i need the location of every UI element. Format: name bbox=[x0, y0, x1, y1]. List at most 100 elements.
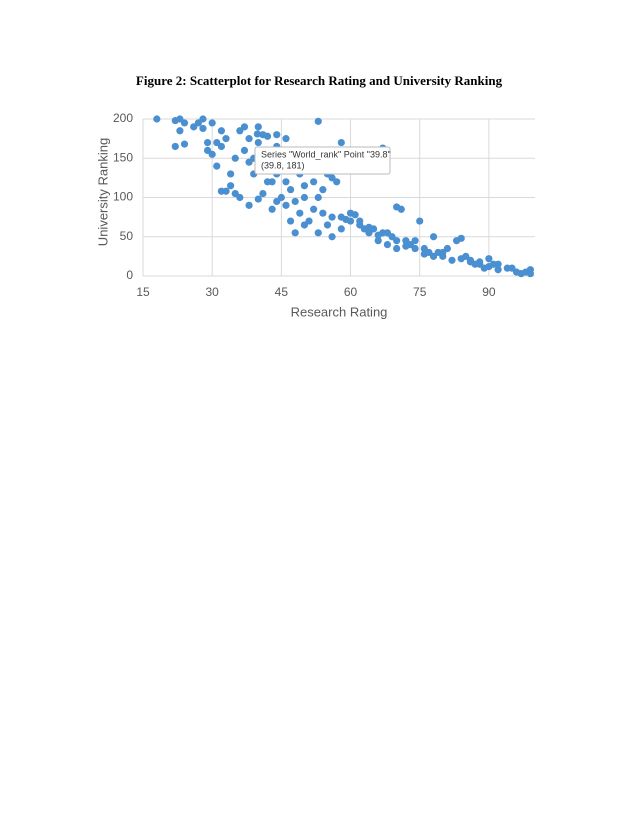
data-point bbox=[245, 135, 253, 143]
data-point bbox=[310, 205, 318, 213]
data-point bbox=[448, 256, 456, 264]
data-point bbox=[296, 209, 304, 217]
data-point bbox=[476, 260, 484, 268]
data-point bbox=[393, 237, 401, 245]
data-point bbox=[374, 237, 382, 245]
data-point bbox=[374, 231, 382, 239]
data-point bbox=[153, 115, 161, 123]
x-axis-title: Research Rating bbox=[291, 304, 388, 319]
data-point bbox=[411, 244, 419, 253]
data-point bbox=[457, 255, 465, 263]
data-point bbox=[346, 217, 355, 225]
data-point bbox=[254, 195, 262, 203]
data-point bbox=[383, 229, 392, 237]
data-point bbox=[383, 241, 392, 249]
data-point bbox=[319, 186, 327, 194]
data-point bbox=[291, 229, 299, 237]
data-point bbox=[240, 123, 249, 131]
data-point bbox=[245, 201, 253, 209]
data-point bbox=[208, 119, 216, 127]
data-point bbox=[236, 193, 244, 202]
data-point bbox=[416, 217, 424, 225]
data-point bbox=[259, 189, 267, 198]
data-point bbox=[286, 217, 295, 225]
data-point bbox=[231, 154, 239, 162]
data-point bbox=[273, 131, 281, 139]
y-tick-label: 100 bbox=[113, 190, 133, 204]
data-point bbox=[199, 124, 207, 133]
x-tick-label: 90 bbox=[482, 285, 496, 299]
y-tick-label: 50 bbox=[120, 229, 134, 243]
data-point bbox=[411, 237, 419, 245]
data-point bbox=[351, 211, 359, 219]
points bbox=[153, 115, 534, 278]
x-tick-label: 75 bbox=[413, 285, 427, 299]
data-point bbox=[180, 140, 189, 148]
data-point bbox=[203, 138, 212, 147]
x-tick-label: 30 bbox=[205, 285, 219, 299]
data-point bbox=[254, 138, 262, 147]
data-point bbox=[263, 132, 272, 140]
x-tick-label: 15 bbox=[136, 285, 150, 299]
data-point bbox=[337, 138, 345, 147]
data-point bbox=[222, 187, 230, 195]
data-point bbox=[240, 146, 249, 154]
data-point bbox=[365, 223, 373, 231]
data-point bbox=[485, 255, 493, 263]
data-point bbox=[300, 182, 309, 190]
data-point bbox=[208, 150, 216, 158]
data-point bbox=[199, 115, 207, 123]
data-point bbox=[273, 197, 281, 206]
data-point bbox=[300, 193, 309, 202]
data-point bbox=[314, 193, 322, 202]
tooltip-line: Series "World_rank" Point "39.8" bbox=[261, 149, 391, 159]
data-point bbox=[286, 186, 295, 194]
data-point bbox=[397, 205, 405, 213]
data-point bbox=[526, 270, 534, 278]
y-tick-label: 150 bbox=[113, 150, 133, 164]
data-point bbox=[402, 242, 410, 250]
y-tick-label: 200 bbox=[113, 111, 133, 125]
data-point bbox=[337, 225, 345, 233]
data-point bbox=[328, 233, 336, 241]
data-point bbox=[263, 178, 272, 186]
data-point bbox=[227, 182, 235, 190]
data-point bbox=[328, 213, 336, 221]
data-point bbox=[213, 162, 221, 170]
data-point bbox=[503, 264, 511, 272]
data-point bbox=[439, 248, 447, 257]
x-tick-label: 60 bbox=[344, 285, 358, 299]
data-point bbox=[171, 142, 179, 151]
data-point bbox=[494, 260, 502, 268]
data-point bbox=[300, 221, 309, 229]
tooltip-line: (39.8, 181) bbox=[261, 160, 305, 170]
data-point bbox=[314, 229, 322, 237]
data-point bbox=[429, 252, 438, 260]
y-tick-label: 0 bbox=[126, 268, 133, 282]
data-point bbox=[268, 205, 276, 213]
tooltip-box bbox=[254, 146, 391, 175]
data-point bbox=[310, 178, 318, 186]
data-point bbox=[323, 221, 332, 229]
data-point bbox=[217, 127, 225, 135]
data-point bbox=[466, 258, 475, 266]
data-point bbox=[222, 135, 230, 143]
data-point bbox=[429, 233, 438, 241]
data-point bbox=[176, 127, 184, 135]
y-axis-title: University Ranking bbox=[95, 138, 110, 246]
data-point bbox=[457, 234, 465, 242]
data-point bbox=[254, 123, 262, 131]
data-point bbox=[282, 135, 290, 143]
data-point bbox=[253, 130, 261, 138]
data-point bbox=[314, 117, 322, 125]
figure-caption: Figure 2: Scatterplot for Research Ratin… bbox=[135, 73, 503, 88]
data-point bbox=[420, 250, 428, 258]
data-point bbox=[291, 197, 299, 206]
x-tick-label: 45 bbox=[275, 285, 289, 299]
data-point bbox=[282, 201, 290, 209]
data-point bbox=[180, 119, 189, 127]
data-point bbox=[328, 174, 336, 182]
data-point bbox=[282, 178, 290, 186]
